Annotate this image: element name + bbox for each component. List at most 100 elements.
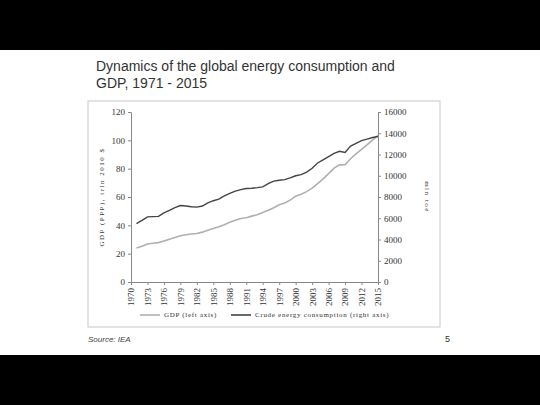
x-tick-mark	[279, 282, 280, 285]
y-tick-label: 0	[121, 277, 126, 287]
x-tick-label: 1991	[242, 288, 252, 306]
legend: GDP (left axis) Crude energy consumption …	[140, 311, 389, 319]
page-number: 5	[445, 334, 450, 344]
y-tick-label: 40	[116, 221, 126, 231]
x-tick-label: 1982	[192, 288, 202, 306]
y2-tick-label: 16000	[384, 107, 407, 117]
y2-axis-line	[379, 113, 382, 283]
x-tick-label: 1976	[159, 288, 169, 307]
y-axis: 0 20 40 60 80 100 120	[112, 107, 132, 287]
x-tick-label: 2012	[357, 288, 367, 306]
x-tick: 1970	[126, 282, 136, 306]
x-tick-mark	[180, 282, 181, 285]
y2-tick: 2000	[378, 256, 403, 266]
x-axis-line	[132, 283, 379, 286]
x-tick-mark	[329, 282, 330, 285]
y2-tick-label: 2000	[384, 256, 403, 266]
y2-tick-mark	[378, 133, 381, 134]
legend-label: GDP (left axis)	[164, 311, 217, 319]
x-tick-label: 1973	[143, 288, 153, 307]
x-tick: 2006	[324, 282, 334, 306]
x-tick-label: 2006	[324, 288, 334, 307]
y2-tick-mark	[378, 197, 381, 198]
y-tick-label: 20	[116, 249, 126, 259]
y-tick-mark	[128, 197, 131, 198]
x-tick-label: 2000	[291, 288, 301, 307]
x-tick: 2009	[340, 282, 350, 306]
y2-tick: 4000	[378, 235, 403, 245]
x-tick-mark	[147, 282, 148, 285]
plot-area	[136, 135, 378, 248]
x-tick-mark	[312, 282, 313, 285]
y-tick: 40	[116, 221, 131, 231]
x-tick-mark	[213, 282, 214, 285]
x-tick: 2003	[308, 282, 318, 306]
y2-tick: 6000	[378, 214, 403, 224]
x-tick: 1994	[258, 282, 268, 306]
x-tick-label: 1970	[126, 288, 136, 307]
y2-tick-mark	[378, 112, 381, 113]
x-tick: 1976	[159, 282, 169, 306]
y2-tick: 14000	[378, 129, 407, 139]
y2-tick-label: 6000	[384, 214, 403, 224]
x-tick-mark	[362, 282, 363, 285]
x-tick-mark	[197, 282, 198, 285]
y2-tick-label: 12000	[384, 150, 407, 160]
title: Dynamics of the global energy consumptio…	[96, 58, 406, 92]
series-line	[136, 136, 378, 223]
source: Source: IEA	[88, 335, 131, 344]
y-tick-mark	[128, 112, 131, 113]
x-tick-mark	[246, 282, 247, 285]
y2-tick: 0	[378, 277, 389, 287]
x-tick: 2012	[357, 282, 367, 306]
x-tick-label: 1979	[176, 288, 186, 307]
y2-axis: 0 2000 4000 6000 8000 10000 12000 14000 16000	[378, 107, 407, 287]
y-tick-mark	[128, 225, 131, 226]
x-tick-mark	[296, 282, 297, 285]
x-tick: 1982	[192, 282, 202, 306]
y-tick-mark	[128, 169, 131, 170]
y2-tick: 8000	[378, 192, 403, 202]
chart-frame	[88, 101, 440, 327]
y2-tick-label: 8000	[384, 192, 403, 202]
legend-label: Crude energy consumption (right axis)	[255, 311, 389, 319]
y2-tick-label: 4000	[384, 235, 403, 245]
y-tick-mark	[128, 254, 131, 255]
y2-tick-mark	[378, 155, 381, 156]
x-tick-mark	[263, 282, 264, 285]
y2-tick-mark	[378, 282, 381, 283]
x-tick-label: 1994	[258, 288, 268, 307]
y-tick-label: 60	[116, 192, 126, 202]
y-tick: 60	[116, 192, 131, 202]
x-tick-mark	[345, 282, 346, 285]
y2-tick-mark	[378, 261, 381, 262]
y-tick: 0	[121, 277, 132, 287]
y-tick: 120	[112, 107, 132, 117]
y-tick-label: 120	[112, 107, 126, 117]
x-tick: 1997	[275, 282, 285, 306]
y2-tick: 16000	[378, 107, 407, 117]
y2-axis-title: mln toe	[423, 181, 431, 213]
y-axis-title: GDP (PPP), trln 2010 $	[98, 147, 106, 246]
y-tick: 20	[116, 249, 131, 259]
y-tick: 100	[112, 136, 132, 146]
bottom-band	[0, 355, 540, 405]
legend-swatch	[231, 314, 251, 316]
x-tick: 1973	[143, 282, 153, 306]
x-tick-label: 2003	[308, 288, 318, 307]
y2-tick: 10000	[378, 171, 407, 181]
y-tick-mark	[128, 282, 131, 283]
x-tick-label: 1997	[275, 288, 285, 307]
series-line	[136, 135, 378, 248]
y-tick-label: 100	[112, 136, 126, 146]
x-tick: 1988	[225, 282, 235, 306]
x-tick-label: 1985	[209, 288, 219, 307]
y-tick-label: 80	[116, 164, 126, 174]
y-tick: 80	[116, 164, 131, 174]
y2-tick-mark	[378, 176, 381, 177]
x-tick: 1991	[242, 282, 252, 306]
y2-tick-label: 0	[384, 277, 389, 287]
x-tick: 1985	[209, 282, 219, 306]
y-tick-mark	[128, 140, 131, 141]
x-tick: 2000	[291, 282, 301, 306]
